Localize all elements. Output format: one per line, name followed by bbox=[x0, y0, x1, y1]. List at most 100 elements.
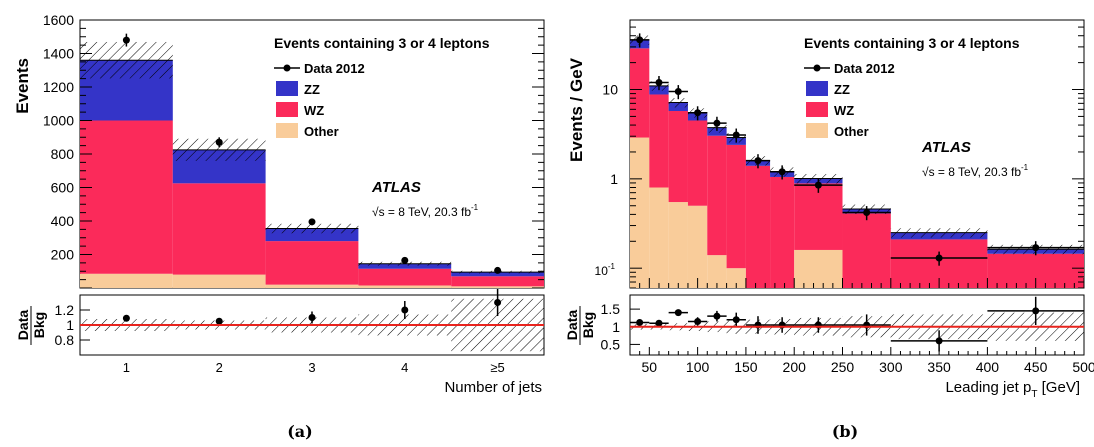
ratio-ytick-label-a-1.2: 1.2 bbox=[55, 302, 75, 318]
legend-swatch-wz-b bbox=[806, 102, 828, 117]
ratio-point-a-4 bbox=[494, 299, 502, 306]
bar-wz-b-8 bbox=[794, 183, 843, 250]
ratio-point-b-3 bbox=[694, 317, 702, 325]
bar-other-b-2 bbox=[668, 202, 688, 288]
experiment-label-a: ATLAS bbox=[371, 179, 421, 196]
bar-wz-b-9 bbox=[842, 213, 891, 288]
ratio-ylabel-num-a: Data bbox=[15, 310, 31, 341]
xtick-label-a-1: 2 bbox=[216, 360, 223, 375]
xtick-label-a-2: 3 bbox=[308, 360, 315, 375]
bar-wz-a-4 bbox=[451, 276, 544, 287]
ratio-point-b-4 bbox=[713, 312, 721, 320]
bar-wz-b-6 bbox=[745, 165, 771, 288]
ytick-label-b-10: 10 bbox=[602, 82, 618, 98]
ratio-ylabel-den-a: Bkg bbox=[31, 312, 47, 338]
legend-entry-data-b: Data 2012 bbox=[834, 61, 895, 76]
ratio-ylabel-num-b: Data bbox=[564, 310, 580, 341]
data-point-b-4 bbox=[713, 119, 721, 127]
ratio-point-b-2 bbox=[674, 309, 682, 317]
ratio-ytick-label-a-0.8: 0.8 bbox=[55, 332, 75, 348]
bar-wz-b-5 bbox=[726, 144, 746, 269]
ytick-label-a-800: 800 bbox=[51, 146, 75, 162]
bar-wz-b-2 bbox=[668, 110, 688, 203]
legend-data-marker-b bbox=[804, 64, 830, 72]
legend-swatch-other-b bbox=[806, 123, 828, 138]
legend-title-a: Events containing 3 or 4 leptons bbox=[274, 35, 490, 51]
bar-other-a-2 bbox=[265, 284, 359, 288]
bar-zz-a-4 bbox=[451, 272, 544, 277]
xtick-label-a-0: 1 bbox=[123, 360, 130, 375]
xtick-label-a-4: ≥5 bbox=[490, 360, 504, 375]
xtick-label-b-200: 200 bbox=[783, 359, 807, 375]
bar-wz-a-0 bbox=[80, 120, 173, 274]
bar-other-a-3 bbox=[358, 285, 452, 288]
data-point-b-11 bbox=[1032, 244, 1040, 252]
ratio-point-b-0 bbox=[636, 319, 644, 327]
legend-a: Events containing 3 or 4 leptons Data 20… bbox=[274, 35, 490, 139]
xtick-label-b-150: 150 bbox=[734, 359, 758, 375]
bar-wz-b-0 bbox=[630, 48, 650, 138]
panel-b: 1 10 50 100 150 200 250 300 350 400 450 500 Events … bbox=[564, 19, 1094, 441]
data-point-a-1 bbox=[215, 138, 223, 146]
ratio-point-a-2 bbox=[308, 314, 316, 321]
panel-label-b: (b) bbox=[832, 422, 858, 441]
ytick-label-a-1200: 1200 bbox=[43, 79, 74, 95]
data-point-b-1 bbox=[655, 78, 663, 86]
xlabel-b: Leading jet pT [GeV] bbox=[945, 379, 1080, 400]
energy-label-a: √s = 8 TeV, 20.3 fb-1 bbox=[372, 203, 479, 219]
ratio-point-a-3 bbox=[401, 306, 409, 314]
data-point-b-3 bbox=[694, 109, 702, 117]
ytick-label-a-600: 600 bbox=[51, 180, 75, 196]
data-point-b-0 bbox=[636, 36, 644, 44]
experiment-label-b: ATLAS bbox=[921, 139, 971, 156]
bar-other-b-1 bbox=[649, 187, 669, 288]
bar-other-b-0 bbox=[630, 137, 650, 288]
ratio-ytick-label-b-1.5: 1.5 bbox=[601, 301, 621, 317]
xtick-label-b-500: 500 bbox=[1072, 359, 1094, 375]
ratio-point-b-5 bbox=[732, 316, 740, 324]
legend-title-b: Events containing 3 or 4 leptons bbox=[804, 35, 1020, 51]
ytick-label-a-1600: 1600 bbox=[43, 12, 74, 28]
bar-zz-a-3 bbox=[358, 263, 452, 269]
legend-b: Events containing 3 or 4 leptons Data 20… bbox=[804, 35, 1020, 139]
legend-entry-other-b: Other bbox=[834, 124, 869, 139]
data-point-b-8 bbox=[814, 181, 822, 189]
data-point-b-6 bbox=[754, 157, 762, 165]
xtick-label-b-250: 250 bbox=[831, 359, 855, 375]
xtick-label-b-300: 300 bbox=[879, 359, 903, 375]
legend-swatch-zz-a bbox=[276, 81, 298, 96]
ylabel-a: Events bbox=[13, 58, 32, 114]
legend-swatch-wz-a bbox=[276, 102, 298, 117]
xtick-label-b-100: 100 bbox=[686, 359, 710, 375]
bar-other-a-4 bbox=[451, 286, 544, 288]
ratio-point-b-10 bbox=[935, 337, 943, 345]
bar-other-b-3 bbox=[687, 205, 708, 288]
legend-entry-other-a: Other bbox=[304, 124, 339, 139]
bar-wz-b-4 bbox=[707, 135, 727, 256]
bar-wz-a-1 bbox=[172, 183, 266, 275]
xtick-label-b-400: 400 bbox=[976, 359, 1000, 375]
xtick-label-b-450: 450 bbox=[1024, 359, 1048, 375]
data-point-b-7 bbox=[778, 168, 786, 176]
ytick-label-b-1: 1 bbox=[610, 171, 618, 187]
data-point-a-4 bbox=[494, 266, 502, 274]
bar-other-a-1 bbox=[172, 274, 266, 288]
bar-other-b-8 bbox=[794, 249, 843, 288]
ratio-ytick-label-b-0.5: 0.5 bbox=[601, 336, 621, 352]
ratio-ytick-label-a-1: 1 bbox=[66, 317, 74, 333]
ytick-label-a-400: 400 bbox=[51, 213, 75, 229]
ytick-label-a-1400: 1400 bbox=[43, 46, 74, 62]
data-point-a-2 bbox=[308, 218, 316, 226]
bar-wz-b-3 bbox=[687, 120, 708, 206]
data-point-b-9 bbox=[863, 209, 871, 217]
panel-label-a: (a) bbox=[287, 422, 313, 441]
ytick-label-b-0.1: 10-1 bbox=[595, 262, 616, 278]
xtick-label-b-350: 350 bbox=[927, 359, 951, 375]
legend-entry-wz-b: WZ bbox=[834, 103, 854, 118]
data-point-b-2 bbox=[674, 88, 682, 96]
energy-label-b: √s = 8 TeV, 20.3 fb-1 bbox=[922, 163, 1029, 179]
legend-entry-zz-a: ZZ bbox=[304, 82, 320, 97]
bar-other-a-0 bbox=[80, 273, 173, 288]
bar-wz-b-1 bbox=[649, 94, 669, 188]
